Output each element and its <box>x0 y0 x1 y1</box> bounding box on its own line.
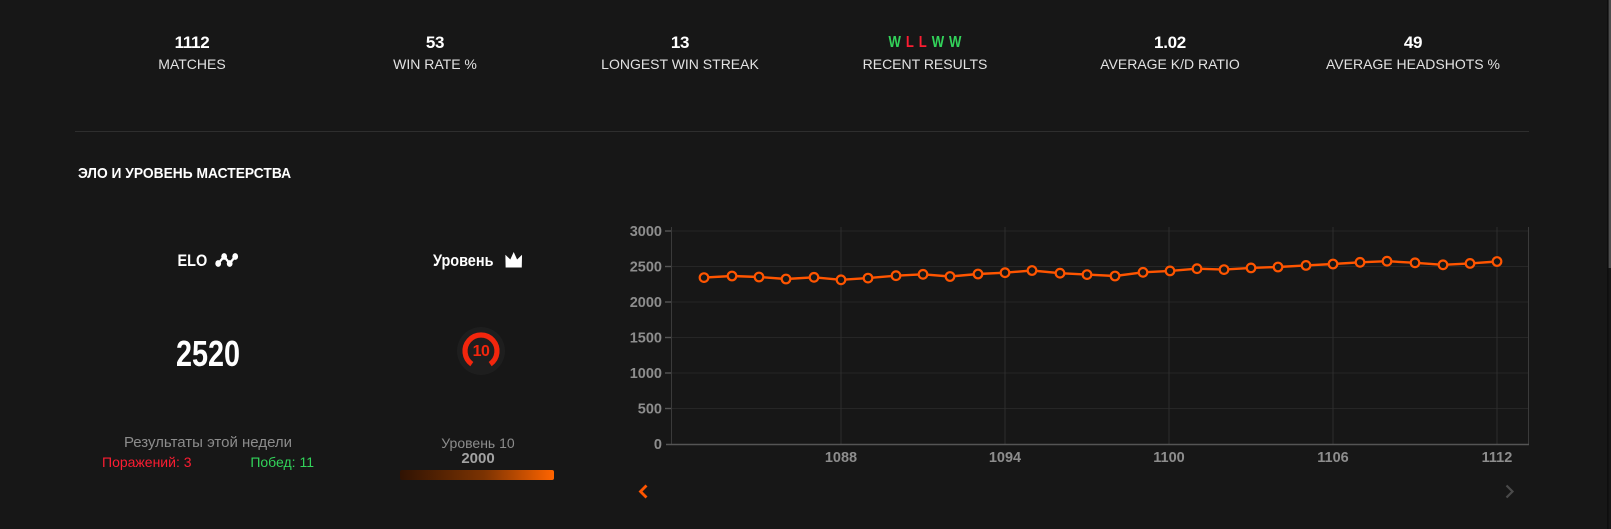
svg-text:0: 0 <box>654 437 662 453</box>
svg-text:2500: 2500 <box>630 260 662 276</box>
svg-text:1500: 1500 <box>630 331 662 347</box>
svg-text:2000: 2000 <box>630 295 662 311</box>
svg-text:1112: 1112 <box>1482 450 1513 466</box>
svg-text:3000: 3000 <box>630 224 662 240</box>
svg-text:1094: 1094 <box>989 450 1021 466</box>
svg-text:1106: 1106 <box>1317 450 1348 466</box>
svg-text:1100: 1100 <box>1153 450 1184 466</box>
svg-text:1088: 1088 <box>825 450 857 466</box>
svg-text:10: 10 <box>473 343 490 360</box>
svg-text:1000: 1000 <box>630 366 662 382</box>
svg-text:500: 500 <box>638 402 662 418</box>
